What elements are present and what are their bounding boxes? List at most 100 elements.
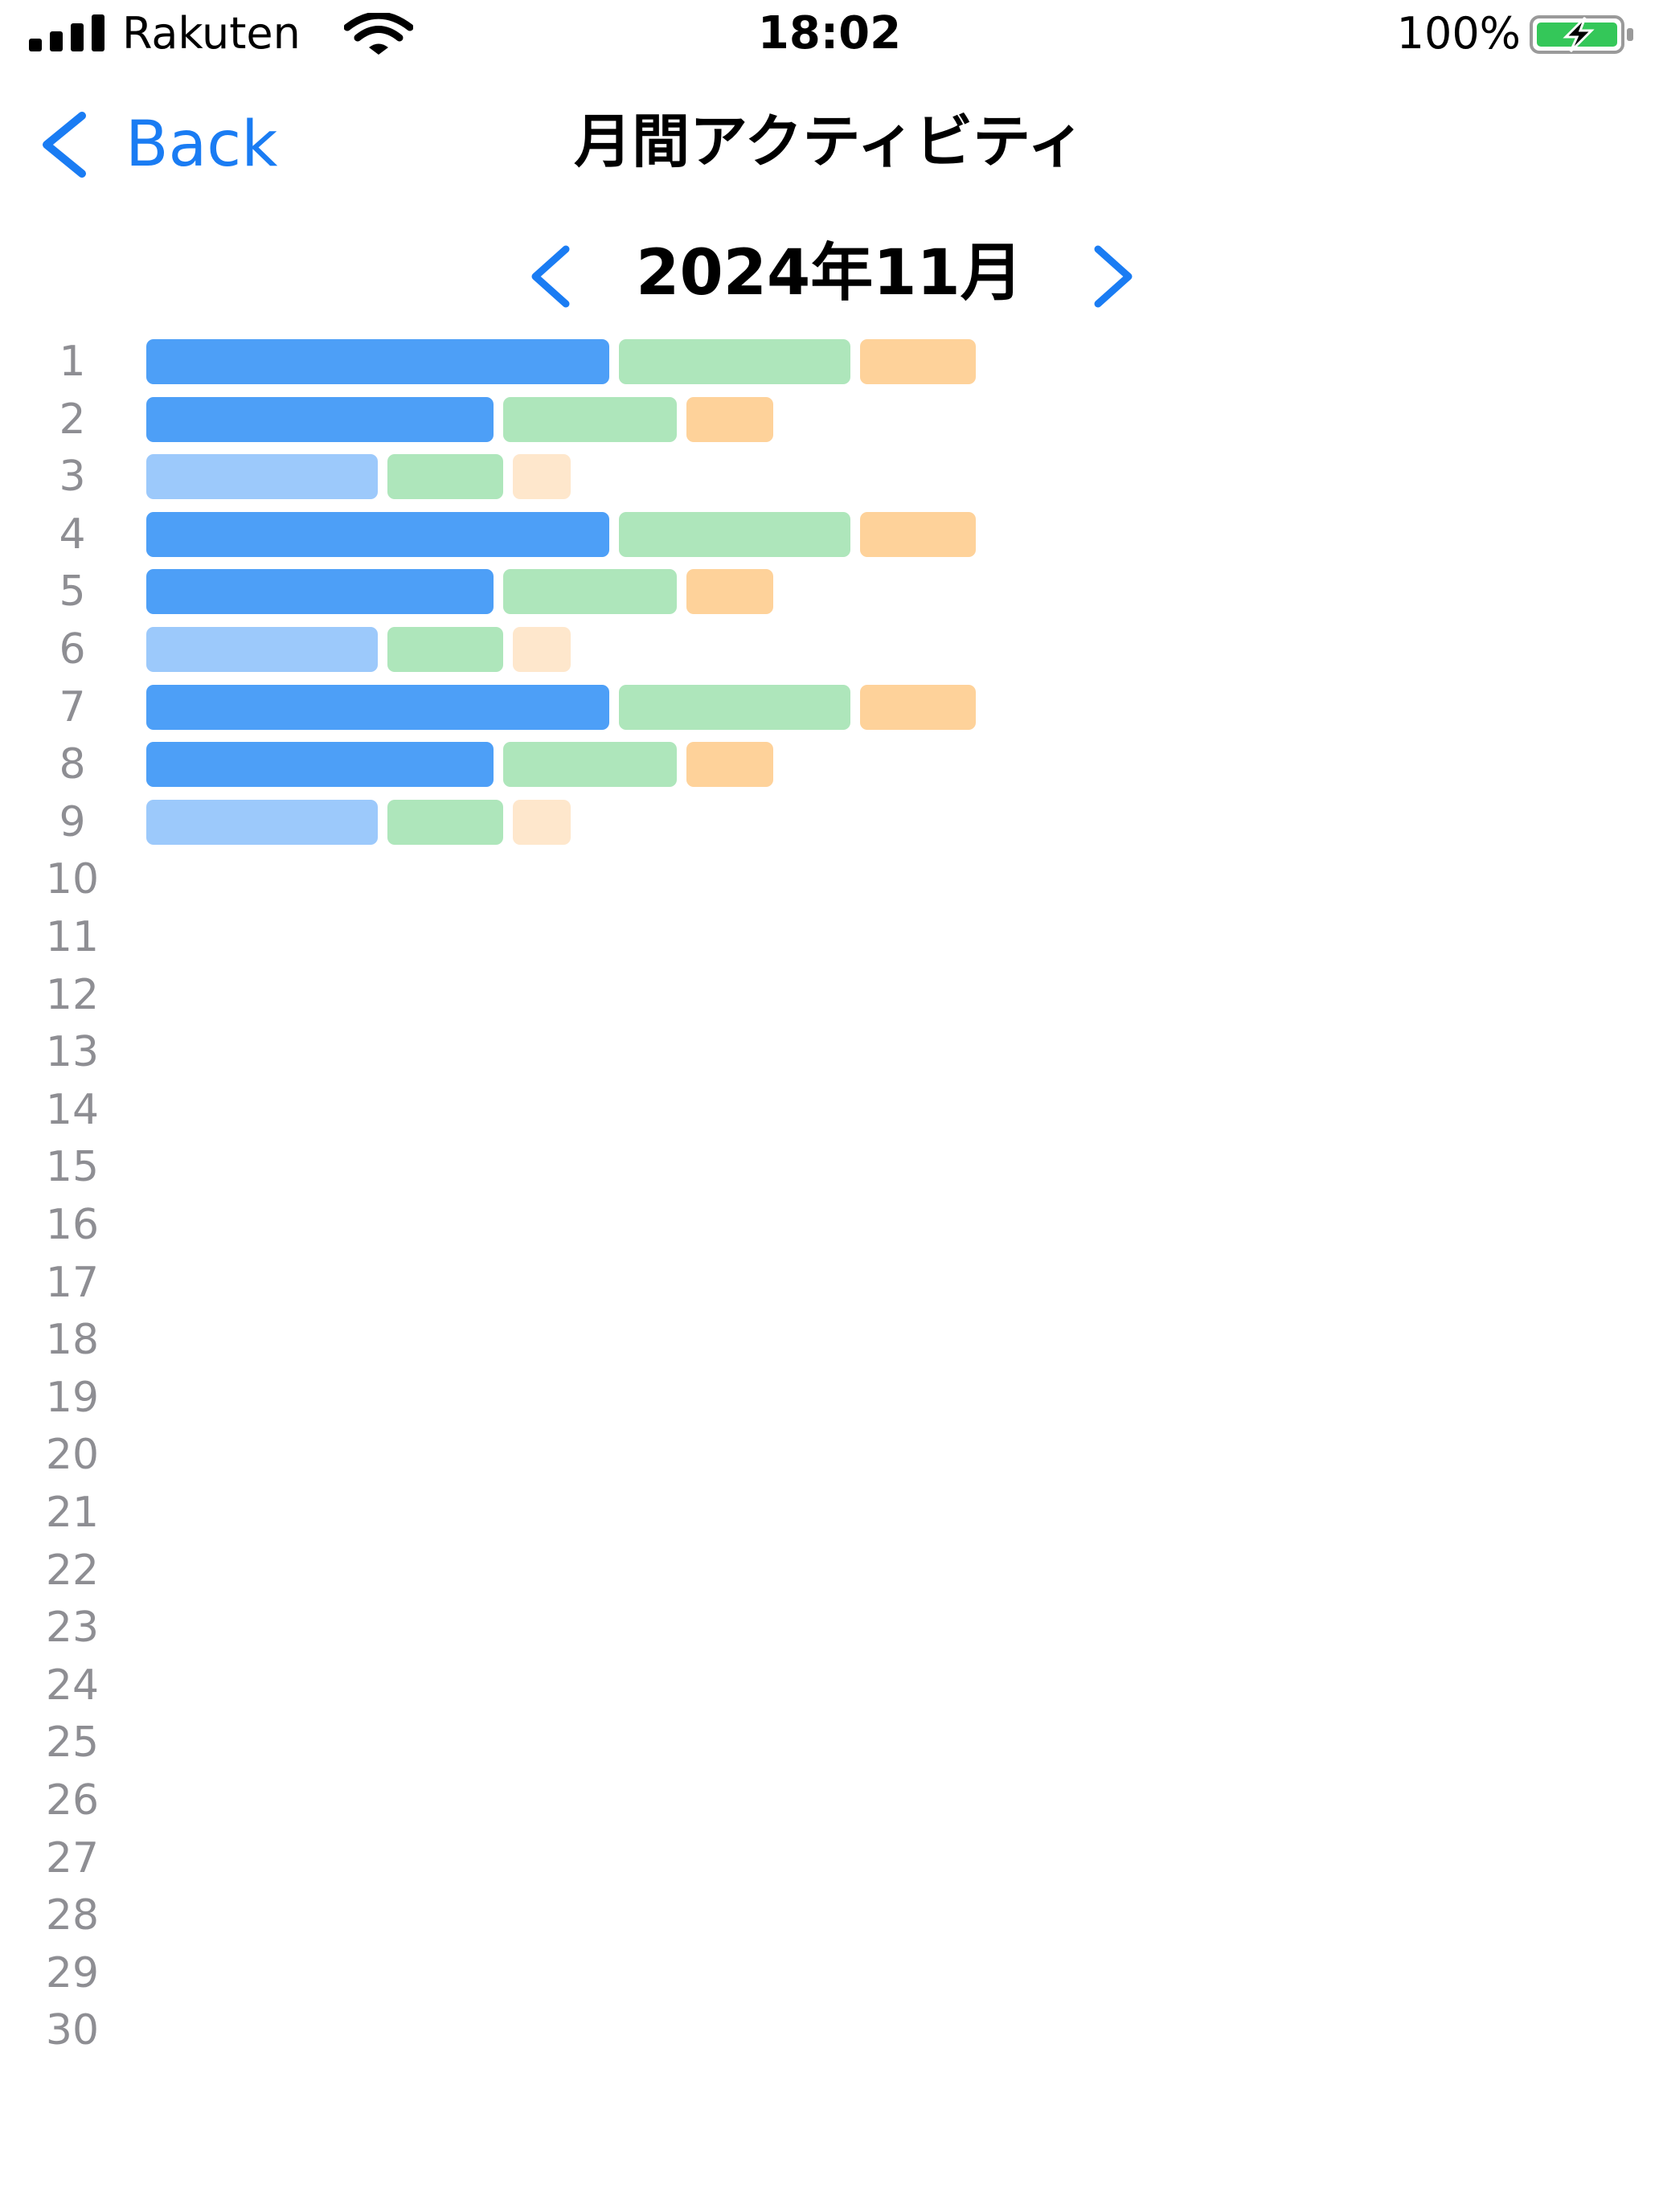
next-month-button[interactable] [1085,243,1141,310]
day-row: 13 [0,1028,1659,1076]
activity-bar-segment [146,684,609,730]
day-row: 14 [0,1086,1659,1134]
day-row: 28 [0,1891,1659,1940]
activity-bar-segment [513,799,571,845]
day-row: 5 [0,567,1659,616]
activity-bar-segment [387,627,503,672]
month-selector: 2024年11月 [0,233,1659,313]
activity-bar-segment [503,569,677,615]
day-label: 18 [45,1316,100,1365]
day-label: 13 [45,1028,100,1077]
day-label: 20 [45,1431,100,1480]
day-label: 14 [45,1085,100,1134]
day-label: 12 [45,970,100,1019]
day-row: 17 [0,1259,1659,1307]
day-row: 9 [0,798,1659,846]
battery-percentage: 100% [1396,8,1521,59]
activity-bar-segment [146,569,494,615]
day-row: 23 [0,1604,1659,1652]
day-row: 22 [0,1546,1659,1595]
status-time: 18:02 [757,7,902,59]
day-row: 12 [0,971,1659,1019]
day-label: 15 [45,1143,100,1192]
activity-bar-segment [619,339,850,384]
activity-bar-segment [619,684,850,730]
battery-charging-icon [1530,15,1633,54]
activity-bar-segment [503,742,677,788]
activity-bar-segment [860,511,976,557]
day-row: 7 [0,683,1659,731]
activity-bar-segment [146,396,494,442]
day-row: 2 [0,395,1659,444]
day-row: 6 [0,625,1659,674]
day-row: 19 [0,1374,1659,1422]
day-label: 27 [45,1833,100,1882]
day-row: 26 [0,1776,1659,1825]
activity-bar-segment [146,454,378,500]
day-row: 1 [0,338,1659,386]
activity-bar-segment [686,396,773,442]
day-row: 20 [0,1431,1659,1479]
month-label: 2024年11月 [636,237,1023,309]
activity-bar-segment [146,339,609,384]
status-bar: Rakuten 18:02 100% [0,0,1659,72]
day-label: 16 [45,1201,100,1249]
wifi-icon [344,13,413,55]
day-row: 8 [0,740,1659,789]
activity-bar-segment [146,799,378,845]
day-label: 7 [59,682,86,731]
back-label: Back [125,109,278,181]
day-row: 18 [0,1316,1659,1364]
day-label: 24 [45,1661,100,1710]
monthly-activity-chart: 1 2 3 4 5 6 7 8 9 10 11 12 13 14 15 16 17 18 19 20 21 22 23 24 2… [0,338,1659,2074]
activity-bar-segment [860,684,976,730]
day-row: 25 [0,1718,1659,1767]
day-row: 30 [0,2006,1659,2054]
activity-bar-segment [387,454,503,500]
activity-bar-segment [686,569,773,615]
day-row: 11 [0,913,1659,961]
page-title: 月間アクティビティ [574,108,1085,175]
day-label: 21 [45,1489,100,1537]
day-row: 21 [0,1489,1659,1537]
day-label: 2 [59,395,86,444]
day-row: 4 [0,510,1659,559]
day-label: 11 [45,913,100,961]
day-label: 5 [59,567,86,616]
day-label: 9 [59,797,86,846]
day-label: 19 [45,1373,100,1422]
day-label: 10 [45,855,100,904]
activity-bar-segment [387,799,503,845]
day-label: 28 [45,1891,100,1940]
signal-icon [29,14,104,51]
day-label: 1 [59,338,86,386]
day-label: 30 [45,2006,100,2055]
activity-bar-segment [146,742,494,788]
day-label: 25 [45,1718,100,1768]
previous-month-button[interactable] [522,243,579,310]
day-row: 10 [0,855,1659,903]
day-label: 26 [45,1776,100,1825]
activity-bar-segment [513,454,571,500]
day-label: 4 [59,510,86,559]
activity-bar-segment [513,627,571,672]
day-label: 8 [59,740,86,789]
day-label: 23 [45,1604,100,1653]
day-label: 22 [45,1546,100,1595]
day-row: 16 [0,1201,1659,1249]
activity-bar-segment [686,742,773,788]
day-label: 29 [45,1948,100,1997]
day-label: 3 [59,453,86,502]
day-row: 24 [0,1661,1659,1710]
activity-bar-segment [860,339,976,384]
activity-bar-segment [619,511,850,557]
day-label: 17 [45,1258,100,1307]
chevron-left-icon [43,112,86,178]
activity-bar-segment [503,396,677,442]
carrier-name: Rakuten [122,8,301,59]
day-label: 6 [59,625,86,674]
activity-bar-segment [146,511,609,557]
back-button[interactable]: Back [35,104,277,185]
day-row: 3 [0,453,1659,501]
navigation-bar: Back 月間アクティビティ [0,88,1659,193]
